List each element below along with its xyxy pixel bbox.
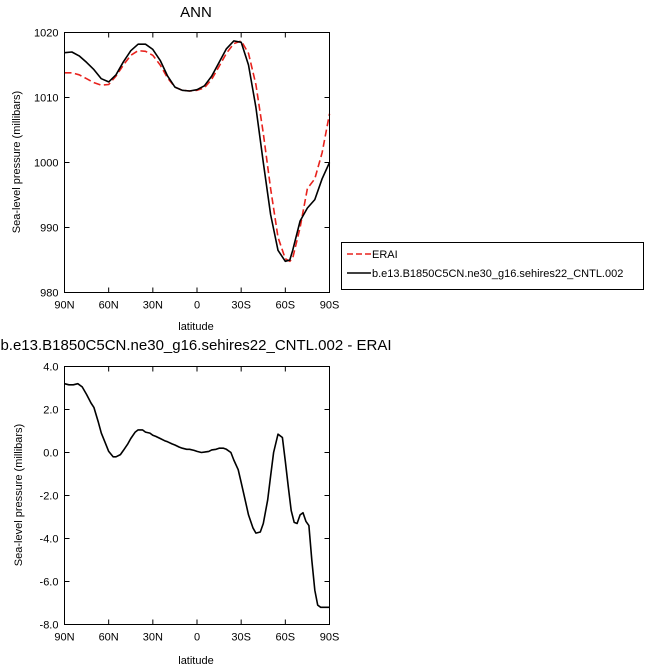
legend-label-erai: ERAI bbox=[372, 249, 398, 261]
bottom-plot-lines bbox=[64, 382, 330, 609]
bottom-y-tick-label: 0.0 bbox=[43, 448, 58, 460]
top-series-line-0 bbox=[64, 40, 331, 263]
top-x-tick-label: 90N bbox=[54, 300, 74, 312]
bottom-x-axis-label: latitude bbox=[178, 655, 213, 667]
bottom-x-tick-label: 90N bbox=[54, 632, 74, 644]
top-x-axis-label: latitude bbox=[178, 321, 213, 333]
bottom-x-tick-label: 90S bbox=[320, 632, 340, 644]
top-x-tick-label: 0 bbox=[194, 300, 200, 312]
top-x-tick-label: 90S bbox=[320, 300, 340, 312]
bottom-y-tick-label: -4.0 bbox=[40, 534, 59, 546]
top-y-tick-label: 1010 bbox=[34, 93, 58, 105]
top-y-ticks: 1020 1010 1000 990 980 bbox=[34, 28, 330, 300]
top-plot-lines bbox=[64, 40, 331, 263]
bottom-y-tick-label: 4.0 bbox=[43, 362, 58, 374]
top-x-tick-label: 60S bbox=[276, 300, 296, 312]
bottom-y-tick-label: 2.0 bbox=[43, 405, 58, 417]
top-plot-frame bbox=[64, 32, 330, 293]
bottom-x-ticks: 90N 60N 30N 0 30S 60S 90S bbox=[54, 366, 340, 644]
legend: ERAI b.e13.B1850C5CN.ne30_g16.sehires22_… bbox=[341, 242, 644, 290]
top-series-line-1 bbox=[64, 40, 331, 263]
top-y-tick-label: 980 bbox=[40, 288, 58, 300]
bottom-x-tick-label: 30S bbox=[231, 632, 251, 644]
top-x-ticks: 90N 60N 30N 0 30S 60S 90S bbox=[54, 32, 340, 312]
bottom-y-tick-label: -2.0 bbox=[40, 491, 59, 503]
bottom-y-tick-label: -6.0 bbox=[40, 577, 59, 589]
bottom-x-tick-label: 60N bbox=[99, 632, 119, 644]
bottom-y-ticks: 4.0 2.0 0.0 -2.0 -4.0 -6.0 -8.0 bbox=[40, 362, 330, 632]
bottom-y-axis-label: Sea-level pressure (millibars) bbox=[13, 424, 25, 566]
top-y-tick-label: 1020 bbox=[34, 28, 58, 40]
legend-box bbox=[341, 242, 644, 290]
bottom-x-tick-label: 60S bbox=[276, 632, 296, 644]
bottom-panel: b.e13.B1850C5CN.ne30_g16.sehires22_CNTL.… bbox=[0, 337, 391, 667]
bottom-chart-title: b.e13.B1850C5CN.ne30_g16.sehires22_CNTL.… bbox=[0, 337, 391, 354]
top-chart-title: ANN bbox=[180, 4, 212, 21]
bottom-y-tick-label: -8.0 bbox=[40, 620, 59, 632]
top-y-tick-label: 1000 bbox=[34, 158, 58, 170]
legend-label-model: b.e13.B1850C5CN.ne30_g16.sehires22_CNTL.… bbox=[372, 268, 623, 280]
top-x-tick-label: 30S bbox=[231, 300, 251, 312]
bottom-x-tick-label: 30N bbox=[143, 632, 163, 644]
bottom-series-line-0 bbox=[64, 382, 330, 609]
bottom-x-tick-label: 0 bbox=[194, 632, 200, 644]
top-y-axis-label: Sea-level pressure (millibars) bbox=[11, 91, 23, 233]
top-x-tick-label: 30N bbox=[143, 300, 163, 312]
top-y-tick-label: 990 bbox=[40, 223, 58, 235]
top-x-tick-label: 60N bbox=[99, 300, 119, 312]
